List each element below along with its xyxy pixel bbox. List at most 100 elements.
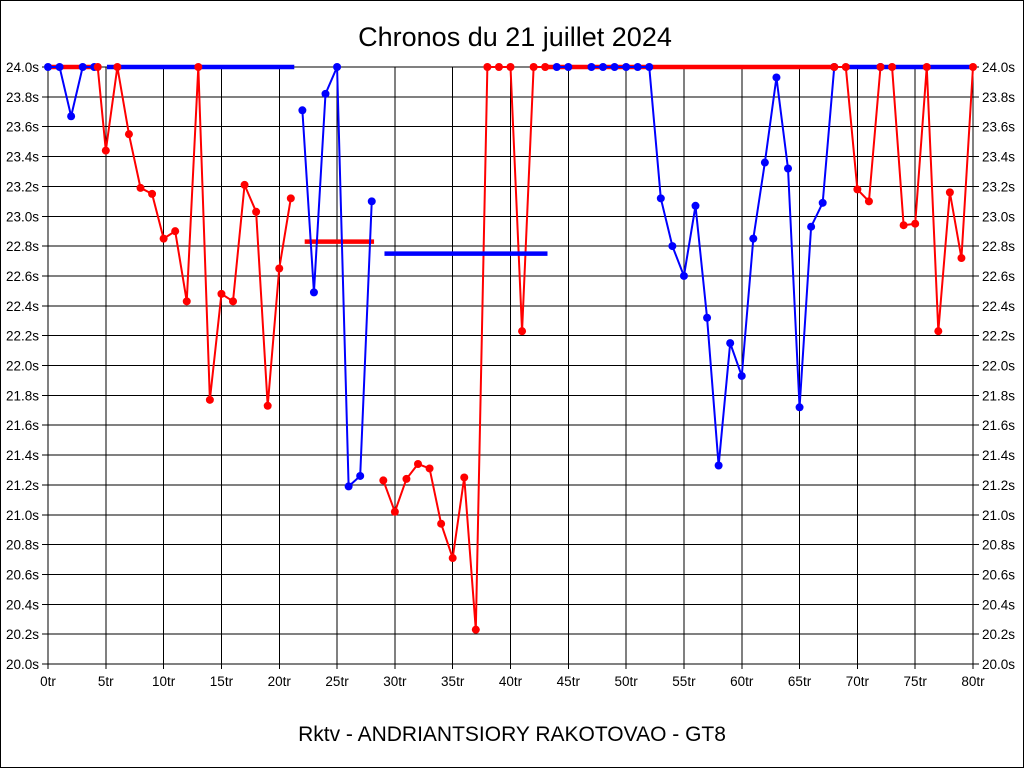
series-red-marker — [483, 63, 492, 71]
y-tick-label-left: 21.2s — [6, 478, 39, 493]
y-tick-label-left: 20.6s — [6, 567, 39, 582]
series-red-markers — [93, 63, 977, 634]
x-tick-label: 0tr — [40, 674, 56, 689]
x-tick-label: 40tr — [499, 674, 523, 689]
series-red-marker — [518, 327, 527, 336]
series-blue-marker — [772, 73, 781, 82]
series-red-marker — [390, 507, 399, 516]
series-red-marker — [136, 183, 145, 192]
series-red-marker — [275, 264, 284, 273]
y-tick-label-left: 22.4s — [6, 299, 39, 314]
series-blue-marker — [633, 63, 642, 71]
series-blue-marker — [552, 63, 561, 71]
y-tick-label-right: 23.2s — [982, 179, 1015, 194]
y-tick-label-left: 23.2s — [6, 179, 39, 194]
series-red-polyline — [382, 66, 546, 630]
series-red-marker — [124, 130, 133, 139]
y-tick-label-left: 23.8s — [6, 90, 39, 105]
y-tick-label-left: 23.0s — [6, 209, 39, 224]
x-tick-label: 80tr — [961, 674, 985, 689]
x-tick-label: 15tr — [210, 674, 234, 689]
series-red-polyline — [834, 66, 974, 332]
series-blue-polyline — [591, 66, 836, 466]
x-tick-label: 55tr — [672, 674, 696, 689]
series-blue-marker — [760, 158, 769, 167]
series-blue-marker — [818, 198, 827, 207]
y-tick-label-left: 22.8s — [6, 239, 39, 254]
series-blue-marker — [726, 339, 735, 348]
y-tick-label-right: 23.8s — [982, 90, 1015, 105]
y-tick-label-right: 22.8s — [982, 239, 1015, 254]
series-blue-marker — [691, 201, 700, 210]
y-tick-label-right: 23.4s — [982, 150, 1015, 165]
series-blue-marker — [78, 63, 87, 71]
x-tick-label: 20tr — [268, 674, 292, 689]
series-red-marker — [911, 219, 920, 228]
series-red-marker — [471, 625, 480, 634]
y-tick-label-left: 20.0s — [6, 657, 39, 672]
y-tick-label-right: 21.4s — [982, 448, 1015, 463]
y-tick-label-right: 20.2s — [982, 627, 1015, 642]
series-red-marker — [888, 63, 897, 71]
series-blue-marker — [749, 234, 758, 243]
y-tick-label-right: 21.6s — [982, 418, 1015, 433]
series-red-marker — [460, 473, 469, 482]
series-red-marker — [437, 519, 446, 528]
y-tick-label-right: 20.0s — [982, 657, 1015, 672]
series-blue-marker — [321, 89, 330, 98]
y-tick-label-right: 21.2s — [982, 478, 1015, 493]
series-red-marker — [148, 189, 157, 198]
y-tick-label-right: 23.6s — [982, 120, 1015, 135]
series-blue-marker — [309, 288, 318, 297]
series-red-marker — [934, 327, 943, 336]
y-tick-label-left: 23.6s — [6, 120, 39, 135]
series-red-marker — [182, 297, 191, 306]
series-red-marker — [448, 554, 457, 563]
series-red-marker — [159, 234, 168, 243]
y-tick-label-right: 24.0s — [982, 60, 1015, 75]
y-tick-label-left: 21.8s — [6, 388, 39, 403]
y-tick-label-left: 22.0s — [6, 359, 39, 374]
series-blue-marker — [622, 63, 631, 71]
series-red-marker — [945, 188, 954, 197]
series-blue-marker — [668, 242, 677, 251]
series-blue-marker — [67, 112, 76, 121]
plot-area: 24.0s 24.0s 23.8s 23.8s 23.6s 23.6s 23.4s 23.4s… — [6, 60, 1015, 689]
series-red-marker — [841, 63, 850, 71]
series-blue-marker — [645, 63, 654, 71]
x-tick-label: 35tr — [441, 674, 465, 689]
y-tick-label-right: 23.0s — [982, 209, 1015, 224]
x-tick-label: 30tr — [383, 674, 407, 689]
series-red-marker — [425, 464, 434, 473]
series-red-polyline — [96, 66, 292, 406]
y-tick-label-left: 21.0s — [6, 508, 39, 523]
series-red-marker — [529, 63, 538, 71]
series-red-marker — [217, 289, 226, 298]
series-red-marker — [113, 63, 122, 71]
series-red-marker — [830, 63, 839, 71]
x-tick-label: 50tr — [614, 674, 638, 689]
series-red-marker — [379, 476, 388, 485]
series-red-marker — [286, 194, 295, 203]
series-red-marker — [171, 227, 180, 236]
y-tick-label-left: 20.2s — [6, 627, 39, 642]
x-tick-label: 65tr — [788, 674, 812, 689]
series-red-marker — [194, 63, 203, 71]
series-blue-marker — [784, 164, 792, 173]
chart-title: Chronos du 21 juillet 2024 — [358, 22, 672, 52]
series-blue-marker — [55, 63, 64, 71]
y-tick-label-right: 21.0s — [982, 508, 1015, 523]
x-tick-label: 5tr — [98, 674, 114, 689]
y-tick-label-left: 21.4s — [6, 448, 39, 463]
y-tick-label-left: 22.2s — [6, 329, 39, 344]
chart-caption: Rktv - ANDRIANTSIORY RAKOTOVAO - GT8 — [298, 723, 726, 746]
x-tick-label: 60tr — [730, 674, 754, 689]
series-red-marker — [263, 401, 272, 410]
y-tick-label-right: 20.6s — [982, 567, 1015, 582]
series-red-marker — [506, 63, 515, 71]
y-tick-label-left: 22.6s — [6, 269, 39, 284]
series-blue-marker — [737, 371, 746, 380]
y-tick-label-left: 20.8s — [6, 538, 39, 553]
